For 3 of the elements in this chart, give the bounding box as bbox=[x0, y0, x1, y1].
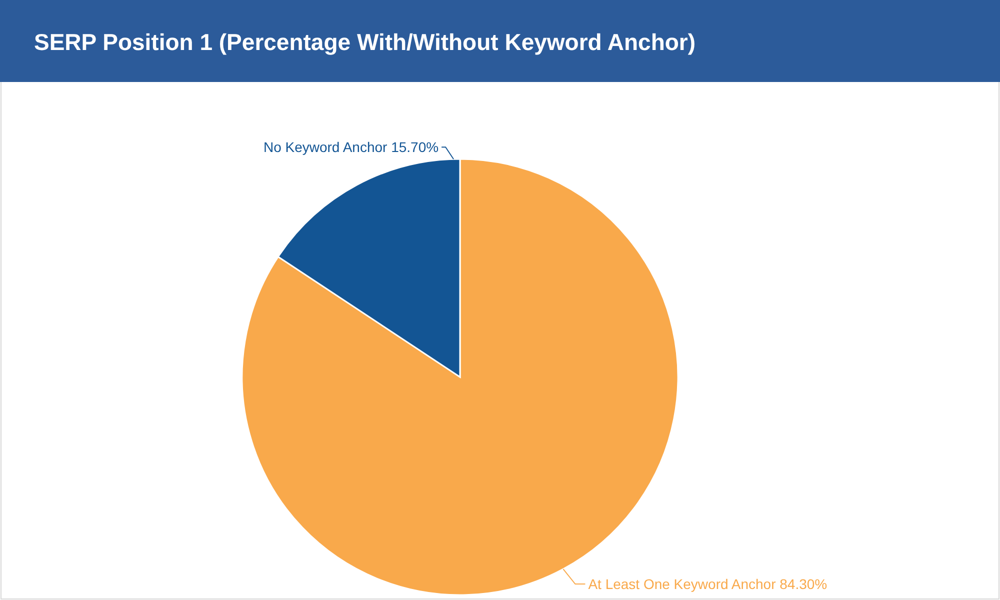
slice-label: No Keyword Anchor 15.70% bbox=[263, 139, 439, 156]
chart-title: SERP Position 1 (Percentage With/Without Keyword Anchor) bbox=[34, 29, 696, 55]
slice-label: At Least One Keyword Anchor 84.30% bbox=[588, 576, 828, 592]
